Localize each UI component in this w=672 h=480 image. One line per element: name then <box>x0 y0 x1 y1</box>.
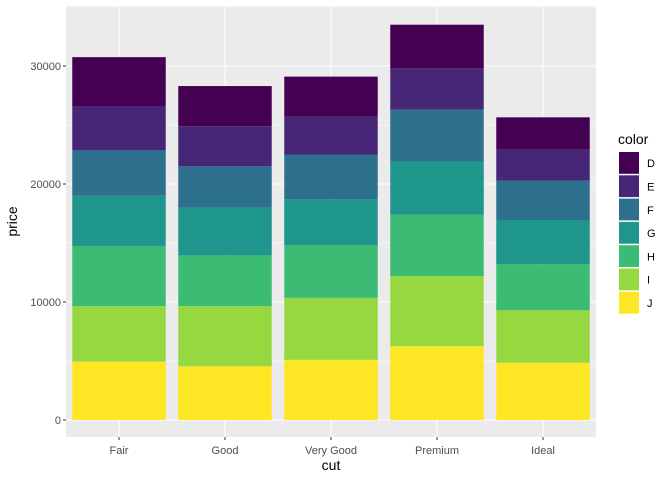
bar-segment-good-e <box>178 126 272 167</box>
bar-segment-very-good-i <box>284 297 378 360</box>
bar-segment-very-good-f <box>284 154 378 200</box>
x-axis: Fair Good Very Good Premium Ideal <box>110 437 555 457</box>
bar-segment-good-g <box>178 207 272 256</box>
x-axis-title: cut <box>322 457 341 473</box>
bar-segment-premium-i <box>390 276 484 347</box>
bar-segment-good-f <box>178 166 272 208</box>
legend-title: color <box>618 131 649 147</box>
x-tick-label: Ideal <box>531 445 555 457</box>
bar-segment-fair-f <box>72 150 166 196</box>
legend-label: H <box>647 251 655 263</box>
bar-segment-very-good-e <box>284 116 378 155</box>
bar-segment-fair-e <box>72 106 166 151</box>
legend-key-h <box>619 245 639 267</box>
bar-segment-premium-f <box>390 109 484 162</box>
legend-key-e <box>619 175 639 198</box>
bar-segment-good-d <box>178 86 272 127</box>
bar-segment-very-good-h <box>284 245 378 298</box>
legend-key-d <box>619 152 639 174</box>
bar-segment-good-j <box>178 366 272 420</box>
bar-segment-ideal-i <box>496 310 590 363</box>
bar-segment-very-good-j <box>284 359 378 420</box>
x-tick-label: Fair <box>110 445 129 457</box>
bar-segment-ideal-h <box>496 264 590 311</box>
x-tick-label: Very Good <box>305 445 357 457</box>
legend-key-f <box>619 198 639 221</box>
x-tick-label: Premium <box>415 445 459 457</box>
legend-label: G <box>647 228 656 240</box>
bars <box>72 24 590 420</box>
y-axis-title: price <box>4 206 20 237</box>
bar-segment-premium-j <box>390 346 484 420</box>
bar-segment-premium-e <box>390 68 484 110</box>
bar-segment-ideal-e <box>496 149 590 181</box>
legend-label: I <box>647 275 650 287</box>
legend-key-i <box>619 268 639 291</box>
bar-segment-good-i <box>178 306 272 367</box>
bar-segment-fair-j <box>72 361 166 420</box>
legend-label: J <box>647 298 653 310</box>
y-tick-label: 10000 <box>30 297 61 309</box>
y-tick-label: 20000 <box>30 179 61 191</box>
bar-segment-premium-g <box>390 161 484 215</box>
legend-key-j <box>619 291 639 314</box>
bar-segment-fair-i <box>72 306 166 362</box>
y-tick-label: 0 <box>55 415 61 427</box>
bar-segment-very-good-g <box>284 199 378 246</box>
bar-segment-ideal-f <box>496 180 590 220</box>
legend-key-g <box>619 221 639 244</box>
bar-segment-ideal-d <box>496 117 590 150</box>
bar-segment-fair-g <box>72 195 166 246</box>
bar-segment-fair-d <box>72 57 166 107</box>
legend-label: D <box>647 158 655 170</box>
bar-segment-premium-h <box>390 214 484 277</box>
bar-segment-very-good-d <box>284 76 378 117</box>
legend-label: F <box>647 205 654 217</box>
legend-label: E <box>647 181 654 193</box>
y-axis: 0 10000 20000 30000 <box>30 61 66 427</box>
bar-segment-ideal-g <box>496 219 590 265</box>
x-tick-label: Good <box>212 445 239 457</box>
bar-segment-ideal-j <box>496 362 590 420</box>
bar-segment-premium-d <box>390 24 484 69</box>
bar-segment-good-h <box>178 255 272 307</box>
y-tick-label: 30000 <box>30 61 61 73</box>
bar-segment-fair-h <box>72 245 166 307</box>
